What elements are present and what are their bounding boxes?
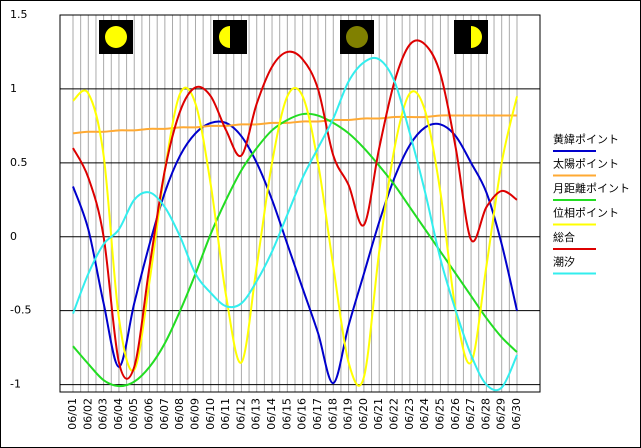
x-tick-label: 06/06 [143,398,156,430]
x-tick-label: 06/19 [342,398,355,430]
legend-label: 位相ポイント [553,206,619,220]
x-tick-label: 06/15 [280,398,293,430]
x-tick-label: 06/07 [158,398,171,430]
series-line [72,86,518,387]
y-tick-label: 0 [10,230,17,243]
moon-half [471,26,482,48]
series-line [72,114,517,135]
y-tick-label: -1 [10,378,21,391]
x-tick-label: 06/21 [372,398,385,430]
x-tick-label: 06/18 [326,398,339,430]
x-tick-label: 06/02 [81,398,94,430]
x-tick-label: 06/14 [265,398,278,430]
x-tick-label: 06/12 [234,398,247,430]
x-tick-label: 06/10 [204,398,217,430]
x-tick-label: 06/22 [388,398,401,430]
x-tick-label: 06/28 [479,398,492,430]
plot-border [59,14,541,393]
moon-half [219,26,230,48]
y-tick-label: 1 [10,82,17,95]
x-tick-label: 06/24 [418,398,431,430]
y-tick-label: 1.5 [10,8,28,21]
y-tick-label: 0.5 [10,156,28,169]
moon-full [105,26,127,48]
x-tick-label: 06/26 [449,398,462,430]
x-tick-label: 06/27 [464,398,477,430]
x-tick-label: 06/03 [97,398,110,430]
x-tick-label: 06/16 [296,398,309,430]
moon-new [346,26,368,48]
x-tick-label: 06/29 [495,398,508,430]
x-tick-label: 06/23 [403,398,416,430]
x-tick-label: 06/20 [357,398,370,430]
x-tick-label: 06/13 [250,398,263,430]
legend-label: 総合 [553,230,575,244]
moon-icons [99,20,488,54]
series-line [72,39,518,380]
x-tick-label: 06/09 [188,398,201,430]
legend-label: 月距離ポイント [553,181,630,195]
x-tick-label: 06/30 [510,398,523,430]
x-tick-label: 06/05 [127,398,140,430]
legend-label: 黄緯ポイント [553,132,619,146]
series-line [72,112,518,388]
series-line [72,56,518,392]
x-tick-label: 06/04 [112,398,125,430]
y-tick-label: -0.5 [10,304,31,317]
x-tick-label: 06/11 [219,398,232,430]
x-tick-label: 06/17 [311,398,324,430]
x-tick-label: 06/01 [66,398,79,430]
x-tick-label: 06/08 [173,398,186,430]
x-tick-label: 06/25 [433,398,446,430]
legend-label: 太陽ポイント [553,158,619,171]
legend-label: 潮汐 [553,255,575,269]
series-line [72,120,518,385]
